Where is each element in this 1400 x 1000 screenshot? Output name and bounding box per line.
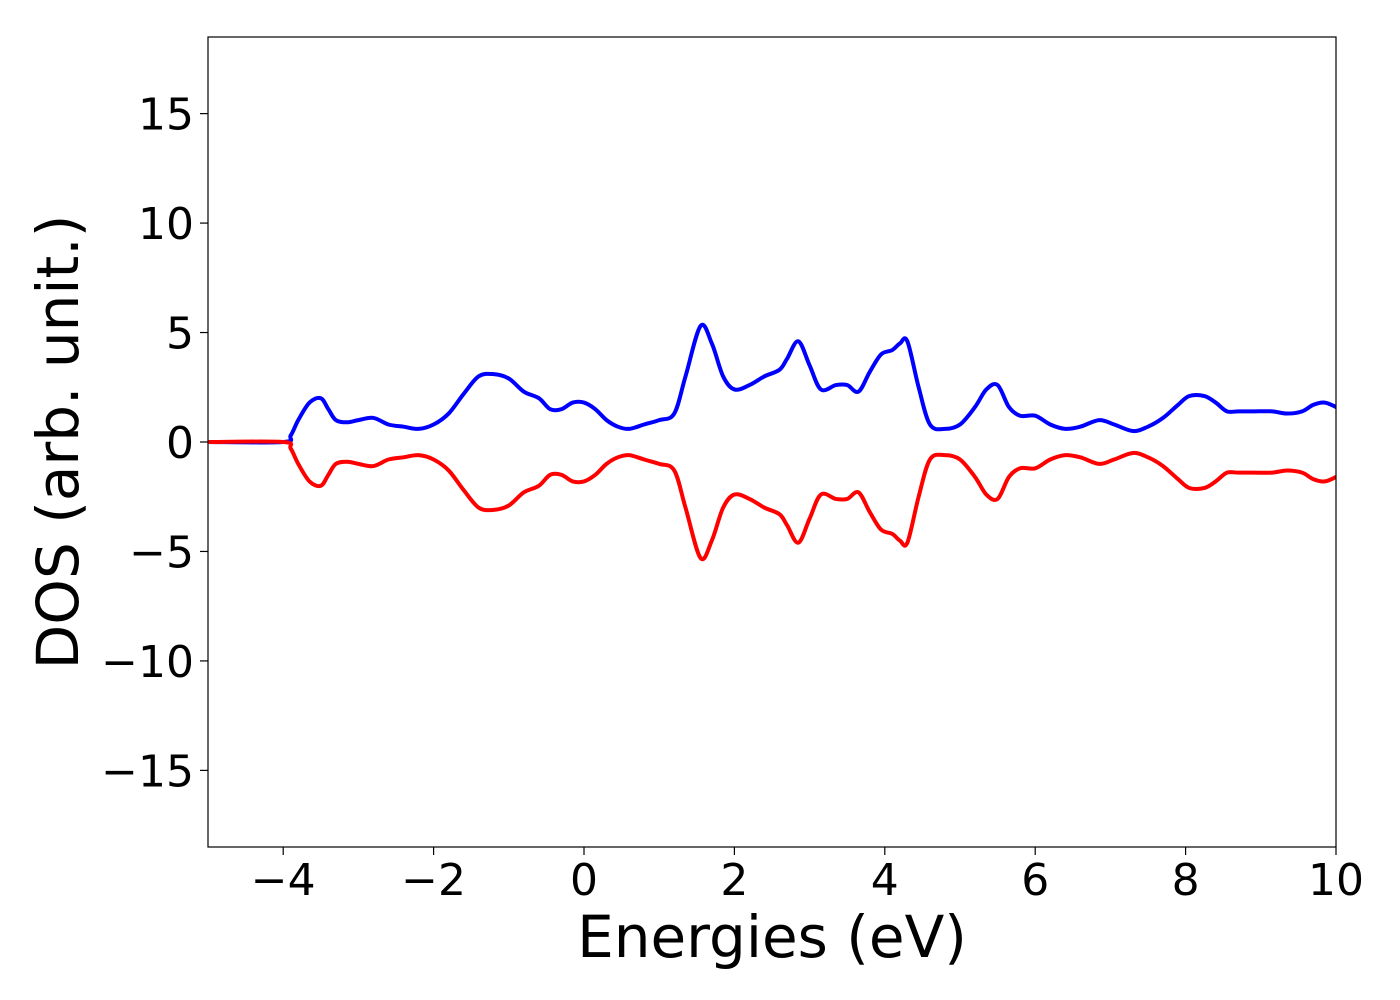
x-tick-label: 2 [720, 855, 748, 906]
dos-line-blue [208, 322, 1336, 445]
x-tick-label: 10 [1308, 855, 1364, 906]
x-tick-label: 0 [570, 855, 598, 906]
y-tick-label: 10 [138, 199, 194, 250]
y-tick-label: −10 [101, 637, 194, 688]
dos-line-red [208, 439, 1336, 562]
y-axis-label: DOS (arb. unit.) [24, 215, 92, 670]
x-tick-label: 6 [1021, 855, 1049, 906]
y-tick-label: −5 [129, 527, 194, 578]
ticks-layer: −4 −2 0 2 4 6 8 10 −15 −10 −5 0 5 10 15 [101, 90, 1364, 906]
x-tick-label: 4 [871, 855, 899, 906]
series-layer [208, 322, 1336, 562]
y-tick-label: 5 [166, 309, 194, 360]
plot-area [208, 37, 1336, 847]
x-tick-label: 8 [1172, 855, 1200, 906]
y-tick-label: 15 [138, 90, 194, 141]
y-tick-label: −15 [101, 746, 194, 797]
x-tick-label: −2 [401, 855, 466, 906]
x-axis-label: Energies (eV) [577, 903, 967, 971]
x-tick-label: −4 [251, 855, 316, 906]
y-tick-label: 0 [166, 418, 194, 469]
